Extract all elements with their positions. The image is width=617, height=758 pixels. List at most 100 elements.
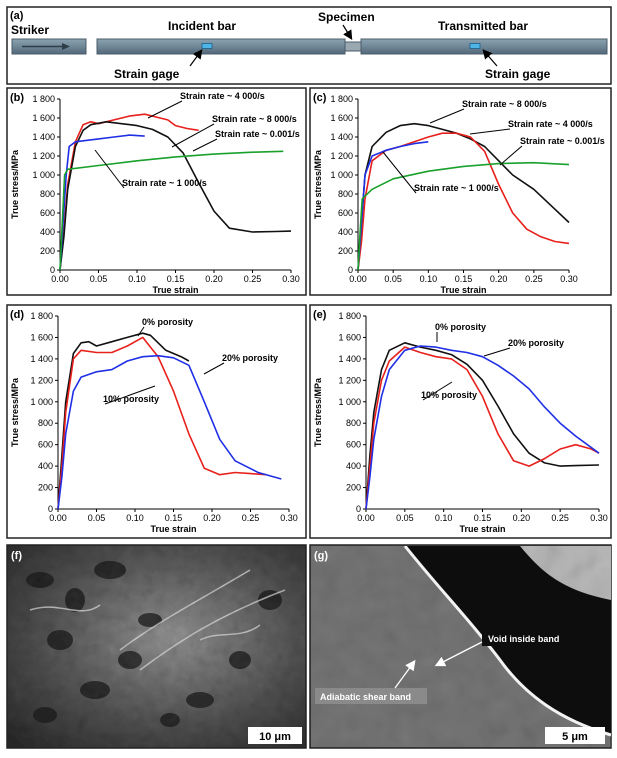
y-tick-label-d: 400: [38, 461, 53, 471]
annotation-leader-b-2: [171, 123, 215, 148]
x-tick-label-e: 0.05: [396, 513, 414, 523]
x-tick-label-d: 0.20: [203, 513, 221, 523]
y-axis-label-e: True stress/MPa: [313, 377, 323, 447]
annotation-leader-b-1: [147, 100, 183, 119]
y-tick-label-b: 1 600: [32, 113, 55, 123]
x-tick-label-c: 0.30: [560, 274, 578, 284]
y-tick-label-b: 1 000: [32, 170, 55, 180]
scalebar-box-f: [248, 727, 302, 744]
annotation-leader-b-3: [192, 138, 218, 152]
y-tick-label-d: 0: [48, 504, 53, 514]
panel-label-f: (f): [11, 550, 22, 562]
panel-frame-d: [6, 304, 307, 539]
x-tick-label-b: 0.10: [128, 274, 146, 284]
y-tick-label-c: 1 200: [330, 151, 353, 161]
series-line-e-2: [365, 346, 600, 510]
scalebar-box-g: [545, 727, 605, 744]
chart-panel-b: (b) 0.00 0.05 0.10 0.15 0.20 0.25 0.30 0 200 400 60…: [10, 91, 300, 295]
x-tick-label-e: 0.20: [513, 513, 531, 523]
annotation-leader-c-4: [382, 151, 417, 194]
y-tick-label-b: 1 200: [32, 151, 55, 161]
panel-label-c: (c): [313, 92, 327, 104]
x-axis-label-b: True strain: [152, 285, 198, 295]
y-tick-label-b: 1 800: [32, 94, 55, 104]
y-tick-label-e: 400: [346, 461, 361, 471]
y-tick-label-e: 1 000: [338, 397, 361, 407]
y-tick-label-c: 1 000: [330, 170, 353, 180]
x-tick-label-d: 0.30: [280, 513, 298, 523]
x-tick-label-e: 0.00: [357, 513, 375, 523]
series-line-c-1: [357, 122, 570, 271]
x-tick-label-c: 0.00: [349, 274, 367, 284]
y-tick-label-d: 600: [38, 440, 53, 450]
annotation-leader-c-1: [429, 108, 465, 124]
y-tick-label-d: 1 200: [30, 375, 53, 385]
panel-label-g: (g): [314, 550, 328, 562]
x-tick-label-b: 0.00: [51, 274, 69, 284]
y-tick-label-c: 400: [338, 227, 353, 237]
y-tick-label-c: 1 400: [330, 132, 353, 142]
x-axis-label-d: True strain: [150, 524, 196, 534]
y-tick-label-e: 1 200: [338, 375, 361, 385]
x-axis-label-e: True strain: [459, 524, 505, 534]
strain-gage-right: [469, 43, 481, 49]
y-tick-label-d: 200: [38, 483, 53, 493]
series-line-e-3: [365, 345, 600, 510]
schematic-panel: (a) Striker Incident bar Specimen Transm…: [6, 6, 612, 85]
series-line-e-1: [365, 341, 600, 510]
y-axis-label-d: True stress/MPa: [10, 377, 20, 447]
y-axis-label-c: True stress/MPa: [313, 149, 323, 219]
x-tick-label-c: 0.25: [525, 274, 543, 284]
panel-frame-e: [309, 304, 612, 539]
y-tick-label-e: 600: [346, 440, 361, 450]
y-tick-label-d: 1 600: [30, 332, 53, 342]
x-tick-label-b: 0.25: [244, 274, 262, 284]
series-line-d-2: [57, 336, 266, 510]
panel-label-b: (b): [10, 92, 24, 104]
annotation-leader-e-3: [422, 381, 453, 401]
x-tick-label-d: 0.00: [49, 513, 67, 523]
scalebar-label-f: 10 μm: [259, 731, 291, 743]
y-tick-label-d: 1 400: [30, 354, 53, 364]
series-annotation-b-4: Strain rate ~ 1 000/s: [122, 178, 207, 188]
micrograph-g-texture: [311, 545, 612, 747]
strain-gage-label-right: Strain gage: [485, 67, 551, 81]
series-annotation-b-1: Strain rate ~ 4 000/s: [180, 91, 265, 101]
y-tick-label-b: 0: [50, 265, 55, 275]
striker-arrow-head: [62, 43, 70, 50]
micrograph-f-texture: [8, 546, 305, 747]
x-axis-label-c: True strain: [440, 285, 486, 295]
x-tick-label-b: 0.30: [282, 274, 300, 284]
incident-bar: [96, 38, 346, 55]
x-tick-label-b: 0.20: [205, 274, 223, 284]
y-tick-label-c: 200: [338, 246, 353, 256]
micrograph-g: (g) Void inside band Adiabatic shear ban…: [309, 544, 612, 749]
series-annotation-c-3: Strain rate ~ 0.001/s: [520, 136, 605, 146]
x-tick-label-c: 0.05: [384, 274, 402, 284]
series-line-b-1: [59, 113, 199, 271]
series-annotation-e-2: 20% porosity: [508, 338, 564, 348]
x-tick-label-c: 0.20: [490, 274, 508, 284]
x-tick-label-c: 0.15: [455, 274, 473, 284]
transmitted-bar-label: Transmitted bar: [438, 19, 528, 33]
y-tick-label-e: 0: [356, 504, 361, 514]
y-axis-label-b: True stress/MPa: [10, 149, 20, 219]
series-line-d-3: [57, 354, 282, 510]
annotation-leader-d-2: [203, 362, 225, 375]
void-pointer: [434, 641, 483, 667]
chart-panel-c: (c) 0.00 0.05 0.10 0.15 0.20 0.25 0.30 0 200 400 60…: [313, 92, 605, 295]
panel-label-a: (a): [10, 10, 24, 22]
striker-label: Striker: [11, 23, 49, 37]
series-line-b-2: [59, 121, 292, 271]
series-line-d-1: [57, 332, 190, 510]
specimen-block: [344, 41, 362, 52]
x-tick-label-d: 0.05: [88, 513, 106, 523]
series-line-c-3: [357, 141, 429, 271]
y-tick-label-c: 1 800: [330, 94, 353, 104]
y-tick-label-c: 1 600: [330, 113, 353, 123]
y-tick-label-e: 1 400: [338, 354, 361, 364]
y-tick-label-e: 200: [346, 483, 361, 493]
series-line-b-4: [59, 150, 284, 271]
panel-frame-b: [6, 87, 307, 296]
